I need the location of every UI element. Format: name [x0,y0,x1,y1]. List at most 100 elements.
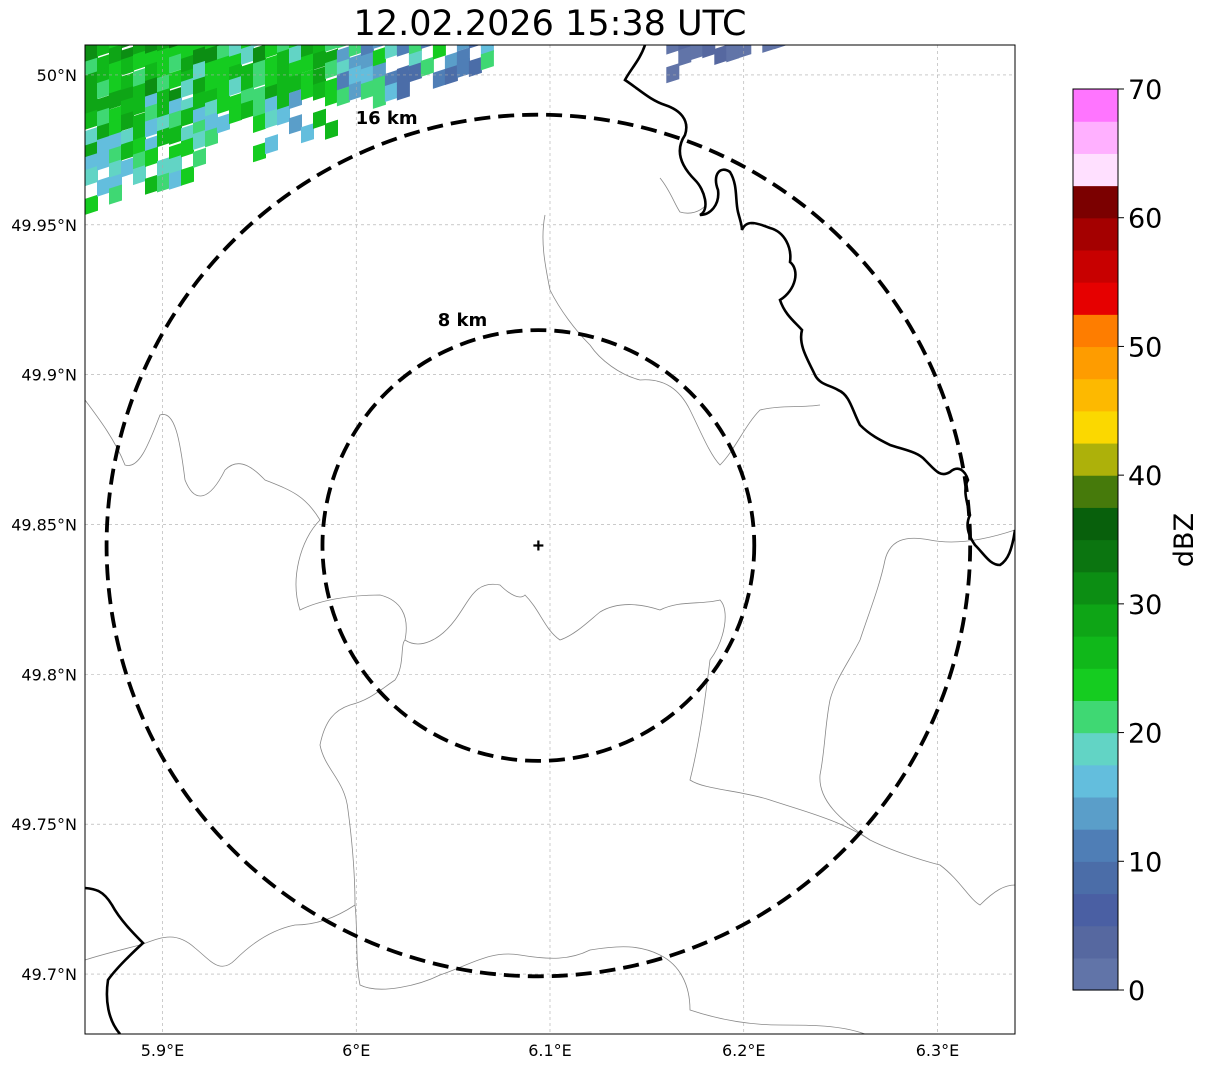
axis-ticks: 5.9°E 6°E 6.1°E 6.2°E 6.3°E 50°N 49.95°N 49.9°N… [11,66,959,1060]
y-tick-label: 49.9°N [21,366,77,385]
colorbar-swatch [1073,442,1118,476]
reflectivity-cell [492,0,505,20]
colorbar-swatch [1073,571,1118,605]
reflectivity-cell [750,21,763,41]
reflectivity-cell [121,157,134,178]
reflectivity-cell [241,2,254,22]
reflectivity-cell [846,0,859,9]
reflectivity-cell [786,0,799,16]
colorbar-frame [1072,88,1119,991]
reflectivity-cell [133,164,146,186]
y-tick-label: 49.7°N [21,965,77,984]
reflectivity-cell [265,134,278,155]
range-ring [320,328,757,763]
reflectivity-cell [421,1,434,21]
reflectivity-cell [421,17,434,37]
regional-boundary [354,904,866,1034]
y-tick-label: 50°N [37,66,77,85]
reflectivity-cell [313,0,326,17]
colorbar-swatch [1073,732,1118,766]
reflectivity-cell [385,0,398,18]
colorbar-swatch [1073,893,1118,927]
regional-boundary [819,529,1015,841]
reflectivity-cell [97,150,110,171]
reflectivity-cell [85,194,98,215]
reflectivity-cell [193,129,206,150]
reflectivity-cell [564,0,577,5]
reflectivity-cell [624,0,637,2]
reflectivity-cell [241,45,254,65]
reflectivity-cell [133,95,146,116]
reflectivity-cell [325,19,338,39]
colorbar-swatch [1073,668,1118,701]
reflectivity-cell [289,88,302,110]
radar-site-marker [533,540,544,551]
reflectivity-cell [85,45,98,63]
reflectivity-cell [265,45,278,59]
colorbar-swatch [1073,764,1118,798]
reflectivity-cell [726,2,739,22]
reflectivity-cell [432,45,446,60]
reflectivity-cell [277,63,290,84]
reflectivity-cell [193,147,206,168]
colorbar-swatch [1073,282,1118,315]
regional-boundary [659,177,707,214]
reflectivity-cell [289,0,302,10]
colorbar-swatch [1073,925,1118,959]
reflectivity-cell [193,0,206,11]
reflectivity-cell [361,0,374,13]
range-ring-label: 8 km [438,310,488,331]
reflectivity-cell [289,114,302,135]
reflectivity-cell [528,0,541,4]
reflectivity-cell [301,80,314,101]
y-tick-label: 49.8°N [21,665,77,684]
reflectivity-cell [277,105,290,126]
colorbar-swatch [1073,89,1118,122]
reflectivity-cell [894,0,907,6]
colorbar-tick-label: 70 [1128,75,1162,106]
reflectivity-cell [157,172,170,193]
reflectivity-cell [348,80,362,101]
gridlines [85,45,1015,1034]
reflectivity-cell [121,17,134,37]
reflectivity-cell [445,0,458,12]
reflectivity-cell [666,19,679,39]
colorbar-tick-label: 40 [1128,461,1162,492]
colorbar-tick-label: 10 [1128,847,1162,878]
reflectivity-cell [277,45,290,55]
reflectivity-cell [205,112,218,133]
colorbar-swatch [1073,603,1118,637]
reflectivity-cell [313,49,326,71]
reflectivity-cell [349,14,362,34]
reflectivity-cell [325,58,338,80]
reflectivity-cell [265,69,278,90]
x-tick-label: 6.1°E [528,1041,572,1060]
reflectivity-cell [121,140,134,161]
reflectivity-cell [678,0,691,10]
reflectivity-cell [918,0,931,3]
reflectivity-cell [229,75,242,97]
reflectivity-cell [193,6,206,26]
reflectivity-cell [552,0,565,14]
reflectivity-cell [397,0,410,5]
reflectivity-cell [762,5,775,25]
reflectivity-cell [157,87,170,109]
reflectivity-cell [385,13,398,33]
reflectivity-cell [133,67,146,88]
reflectivity-cell [169,69,182,90]
reflectivity-cell [169,169,182,190]
reflectivity-cell [265,54,278,75]
reflectivity-cell [433,0,446,2]
reflectivity-cell [85,109,98,130]
reflectivity-cell [433,13,446,33]
reflectivity-cell [349,0,362,4]
reflectivity-layer [85,0,931,215]
reflectivity-cell [265,0,278,19]
y-tick-label: 49.85°N [11,516,77,535]
reflectivity-cell [445,11,458,31]
reflectivity-cell [181,77,194,98]
reflectivity-cell [373,2,386,22]
range-ring-label: 16 km [356,108,418,129]
reflectivity-cell [169,124,182,145]
